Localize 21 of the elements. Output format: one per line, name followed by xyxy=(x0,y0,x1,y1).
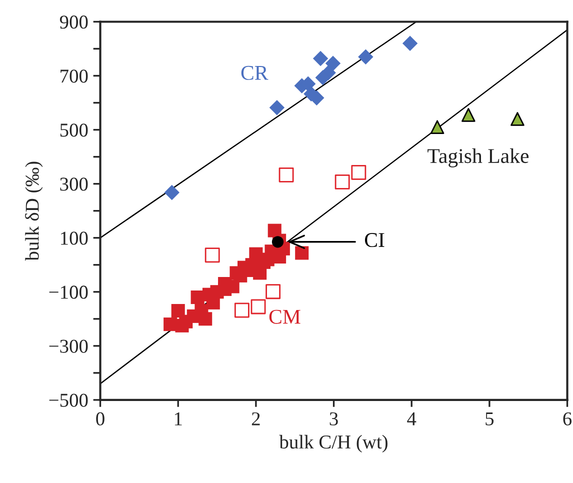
y-tick-label: −500 xyxy=(49,394,88,407)
series-label: Tagish Lake xyxy=(428,148,529,168)
y-tick-label: −100 xyxy=(49,286,88,299)
x-tick-label: 1 xyxy=(174,412,182,426)
y-tick-label: 100 xyxy=(61,232,88,245)
x-tick-label: 4 xyxy=(407,412,416,426)
x-tick-label: 5 xyxy=(486,412,494,426)
x-tick-label: 2 xyxy=(252,412,260,426)
y-tick-label: 500 xyxy=(60,124,88,137)
y-axis-title: bulk δD (‰) xyxy=(25,162,43,261)
y-tick-label: 900 xyxy=(60,16,88,29)
x-tick-label: 3 xyxy=(330,412,338,426)
series-label: CR xyxy=(241,66,268,80)
y-tick-label: −300 xyxy=(49,340,88,353)
y-tick-label: 700 xyxy=(60,70,88,83)
legend-label: CI xyxy=(364,233,384,248)
y-tick-label: 300 xyxy=(60,178,88,191)
x-tick-label: 0 xyxy=(96,412,104,426)
x-tick-label: 6 xyxy=(563,412,572,426)
x-axis-title: bulk C/H (wt) xyxy=(279,434,388,453)
series-label: CM xyxy=(269,310,300,324)
